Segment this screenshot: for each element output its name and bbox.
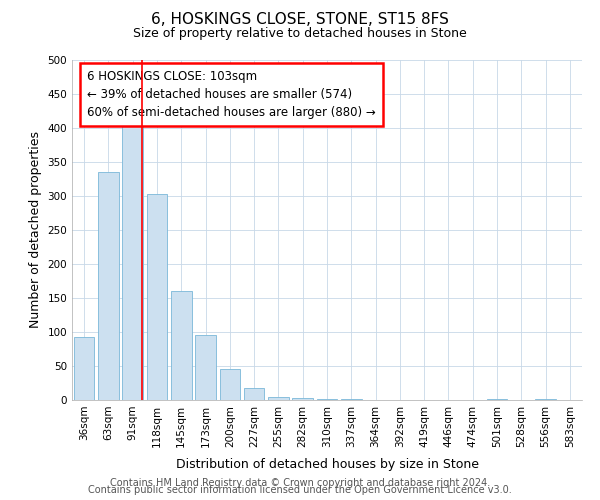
Text: Contains public sector information licensed under the Open Government Licence v3: Contains public sector information licen… (88, 485, 512, 495)
Bar (317, 398, 337, 400)
X-axis label: Distribution of detached houses by size in Stone: Distribution of detached houses by size … (176, 458, 479, 471)
Bar (220, 370, 240, 400)
Text: Contains HM Land Registry data © Crown copyright and database right 2024.: Contains HM Land Registry data © Crown c… (110, 478, 490, 488)
Bar (268, 396, 289, 400)
Bar (535, 398, 556, 400)
Bar (292, 398, 313, 400)
Bar (74, 337, 94, 400)
Bar (487, 398, 508, 400)
Text: Size of property relative to detached houses in Stone: Size of property relative to detached ho… (133, 28, 467, 40)
Bar (171, 291, 191, 400)
Bar (195, 336, 216, 400)
Bar (98, 172, 119, 400)
Text: 6, HOSKINGS CLOSE, STONE, ST15 8FS: 6, HOSKINGS CLOSE, STONE, ST15 8FS (151, 12, 449, 28)
Text: 6 HOSKINGS CLOSE: 103sqm
← 39% of detached houses are smaller (574)
60% of semi-: 6 HOSKINGS CLOSE: 103sqm ← 39% of detach… (88, 70, 376, 119)
Bar (244, 388, 265, 400)
Bar (122, 122, 143, 400)
Y-axis label: Number of detached properties: Number of detached properties (29, 132, 42, 328)
Bar (146, 194, 167, 400)
